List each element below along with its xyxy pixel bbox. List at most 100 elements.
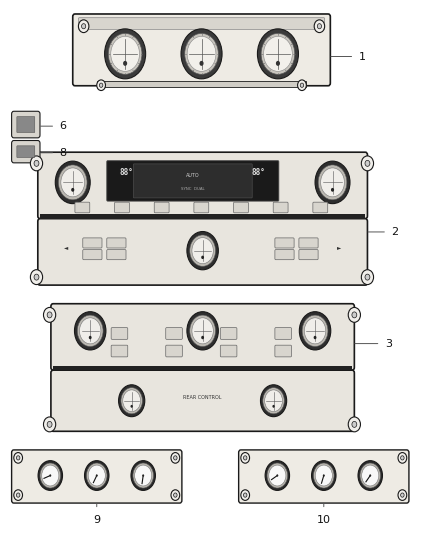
Circle shape: [267, 463, 288, 488]
Circle shape: [49, 474, 51, 477]
Text: 6: 6: [60, 121, 67, 131]
FancyBboxPatch shape: [299, 249, 318, 260]
Text: SYNC  DUAL: SYNC DUAL: [181, 187, 205, 191]
Circle shape: [297, 80, 306, 91]
Text: REAR CONTROL: REAR CONTROL: [184, 395, 222, 400]
Bar: [53, 367, 352, 369]
Circle shape: [398, 490, 407, 500]
Circle shape: [134, 465, 152, 486]
Circle shape: [321, 168, 344, 197]
Circle shape: [352, 422, 357, 427]
FancyBboxPatch shape: [134, 164, 252, 198]
Circle shape: [38, 461, 63, 490]
Text: 3: 3: [385, 338, 392, 349]
Circle shape: [131, 461, 155, 490]
Circle shape: [97, 80, 106, 91]
Text: ►: ►: [337, 246, 341, 251]
Circle shape: [111, 36, 139, 71]
Circle shape: [123, 61, 127, 66]
Circle shape: [30, 270, 42, 285]
FancyBboxPatch shape: [154, 202, 169, 213]
Circle shape: [34, 160, 39, 166]
Circle shape: [47, 422, 52, 427]
FancyBboxPatch shape: [107, 161, 279, 201]
Circle shape: [401, 456, 404, 460]
Circle shape: [276, 61, 280, 66]
Circle shape: [299, 312, 331, 350]
FancyBboxPatch shape: [111, 345, 128, 357]
FancyBboxPatch shape: [83, 249, 102, 260]
Circle shape: [173, 456, 177, 460]
Text: 88°: 88°: [120, 168, 134, 177]
Circle shape: [272, 405, 275, 408]
Circle shape: [43, 308, 56, 322]
FancyBboxPatch shape: [12, 141, 40, 163]
Circle shape: [86, 463, 107, 488]
Bar: [40, 214, 365, 219]
Text: 88°: 88°: [252, 168, 266, 177]
FancyBboxPatch shape: [107, 238, 126, 248]
Text: 8: 8: [60, 148, 67, 158]
Circle shape: [360, 463, 381, 488]
Circle shape: [369, 474, 371, 477]
FancyBboxPatch shape: [233, 202, 248, 213]
Circle shape: [401, 493, 404, 497]
Circle shape: [16, 456, 20, 460]
Circle shape: [304, 318, 326, 344]
Circle shape: [261, 34, 295, 74]
Circle shape: [201, 336, 204, 339]
Circle shape: [14, 490, 22, 500]
Circle shape: [199, 61, 204, 66]
Circle shape: [331, 188, 334, 192]
Circle shape: [16, 493, 20, 497]
FancyBboxPatch shape: [313, 202, 328, 213]
Circle shape: [121, 387, 142, 414]
Circle shape: [261, 385, 287, 417]
Circle shape: [14, 453, 22, 463]
Text: 10: 10: [317, 515, 331, 525]
FancyBboxPatch shape: [83, 238, 102, 248]
Circle shape: [96, 474, 98, 477]
Circle shape: [185, 34, 219, 74]
FancyBboxPatch shape: [166, 328, 182, 340]
FancyBboxPatch shape: [107, 249, 126, 260]
FancyBboxPatch shape: [220, 345, 237, 357]
Circle shape: [348, 308, 360, 322]
Text: ◄: ◄: [64, 246, 68, 251]
FancyBboxPatch shape: [38, 219, 367, 285]
FancyBboxPatch shape: [239, 450, 409, 503]
Circle shape: [58, 165, 87, 200]
Circle shape: [398, 453, 407, 463]
Circle shape: [314, 336, 317, 339]
Circle shape: [241, 490, 250, 500]
Bar: [97, 81, 306, 87]
Circle shape: [123, 390, 141, 411]
Circle shape: [315, 161, 350, 204]
FancyBboxPatch shape: [299, 238, 318, 248]
Circle shape: [314, 463, 334, 488]
Circle shape: [241, 453, 250, 463]
Circle shape: [30, 156, 42, 171]
FancyBboxPatch shape: [12, 450, 182, 503]
Circle shape: [300, 83, 304, 87]
Circle shape: [34, 274, 39, 280]
FancyBboxPatch shape: [273, 202, 288, 213]
Circle shape: [40, 463, 60, 488]
Circle shape: [88, 465, 105, 486]
Circle shape: [181, 29, 222, 79]
Circle shape: [89, 336, 92, 339]
Circle shape: [81, 23, 86, 29]
Circle shape: [47, 312, 52, 318]
Circle shape: [99, 83, 103, 87]
Circle shape: [190, 315, 215, 346]
Circle shape: [42, 465, 59, 486]
Circle shape: [265, 390, 283, 411]
Circle shape: [265, 461, 290, 490]
FancyBboxPatch shape: [166, 345, 182, 357]
Circle shape: [105, 29, 146, 79]
Circle shape: [133, 463, 153, 488]
Circle shape: [187, 36, 216, 71]
FancyBboxPatch shape: [75, 202, 90, 213]
FancyBboxPatch shape: [275, 345, 291, 357]
Circle shape: [352, 312, 357, 318]
